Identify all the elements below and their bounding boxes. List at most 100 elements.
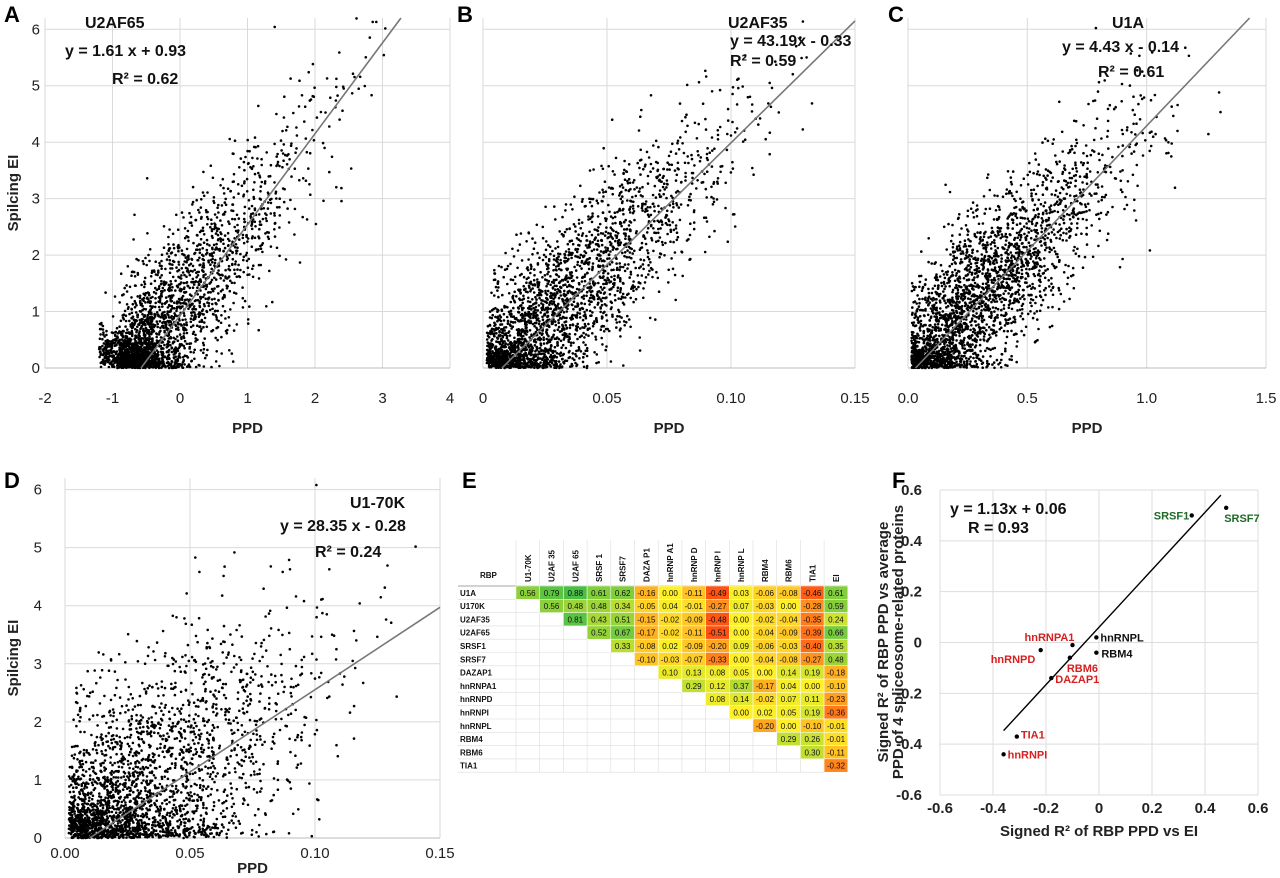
data-point xyxy=(237,263,240,267)
data-point xyxy=(238,166,241,169)
data-point xyxy=(167,366,171,370)
data-point xyxy=(529,280,533,284)
data-point xyxy=(167,316,171,319)
data-point xyxy=(323,146,326,150)
data-point xyxy=(224,203,228,207)
data-point xyxy=(245,259,249,263)
data-point xyxy=(163,329,166,333)
data-point xyxy=(557,267,561,271)
data-point xyxy=(195,233,199,237)
data-point xyxy=(662,192,665,196)
data-point xyxy=(101,344,104,348)
data-point xyxy=(210,278,214,282)
data-point xyxy=(188,293,192,296)
data-point xyxy=(243,205,247,209)
data-point xyxy=(153,324,157,327)
data-point xyxy=(220,204,224,207)
data-point xyxy=(618,194,621,197)
data-point xyxy=(769,105,773,109)
data-point xyxy=(215,302,218,306)
data-point xyxy=(616,210,619,214)
data-point xyxy=(513,340,516,343)
data-point xyxy=(537,322,541,326)
data-point xyxy=(351,72,355,75)
data-point xyxy=(329,96,332,99)
data-point xyxy=(574,361,577,365)
data-point xyxy=(141,304,144,308)
data-point xyxy=(587,299,591,303)
data-point xyxy=(226,237,230,241)
data-point xyxy=(627,224,631,227)
data-point xyxy=(113,341,117,345)
data-point xyxy=(593,238,596,241)
data-point xyxy=(686,155,689,158)
data-point xyxy=(149,296,153,300)
data-point xyxy=(632,210,636,213)
data-point xyxy=(502,275,506,279)
data-point xyxy=(683,161,687,165)
data-point xyxy=(250,222,254,226)
data-point xyxy=(590,220,594,224)
data-point xyxy=(553,205,556,208)
data-point xyxy=(648,316,652,320)
data-point xyxy=(375,20,378,24)
data-point xyxy=(242,193,246,196)
data-point xyxy=(124,319,128,323)
data-point xyxy=(167,255,171,258)
data-point xyxy=(161,316,165,319)
data-point xyxy=(144,363,148,367)
data-point xyxy=(125,340,128,343)
data-point xyxy=(191,270,194,273)
data-point xyxy=(204,273,207,276)
data-point xyxy=(597,233,600,236)
data-point xyxy=(175,266,178,269)
data-point xyxy=(624,188,628,192)
data-point xyxy=(278,164,281,168)
data-point xyxy=(125,290,129,293)
data-point xyxy=(307,70,311,74)
chart-title: U2AF65 xyxy=(85,15,145,32)
data-point xyxy=(175,309,178,313)
data-point xyxy=(160,253,164,257)
data-point xyxy=(228,289,232,293)
data-point xyxy=(588,201,592,204)
data-point xyxy=(281,129,284,133)
data-point xyxy=(196,274,200,277)
data-point xyxy=(572,307,575,311)
data-point xyxy=(128,347,132,351)
data-point xyxy=(674,152,678,155)
data-point xyxy=(498,331,501,334)
data-point xyxy=(121,314,124,317)
data-point xyxy=(516,332,520,335)
data-point xyxy=(275,112,278,116)
data-point xyxy=(141,321,144,325)
data-point xyxy=(575,287,579,291)
data-point xyxy=(142,329,145,333)
data-point xyxy=(128,319,131,323)
data-point xyxy=(101,337,104,341)
data-point xyxy=(647,156,651,159)
data-point xyxy=(200,229,203,232)
data-point xyxy=(175,366,178,369)
data-point xyxy=(170,304,174,308)
data-point xyxy=(149,327,153,331)
data-point xyxy=(559,258,562,262)
data-point xyxy=(532,306,535,310)
data-point xyxy=(172,356,176,360)
data-point xyxy=(661,176,665,179)
data-point xyxy=(184,298,187,302)
data-point xyxy=(561,297,564,301)
data-point xyxy=(613,293,617,297)
data-point xyxy=(559,294,563,297)
data-point xyxy=(600,303,604,307)
data-point xyxy=(590,233,594,237)
data-point xyxy=(157,305,161,309)
data-point xyxy=(203,321,206,324)
data-point xyxy=(288,158,291,161)
data-point xyxy=(535,223,539,227)
data-point xyxy=(630,200,633,203)
data-point xyxy=(609,215,613,218)
data-point xyxy=(567,251,571,254)
data-point xyxy=(608,210,611,214)
data-point xyxy=(553,311,556,315)
